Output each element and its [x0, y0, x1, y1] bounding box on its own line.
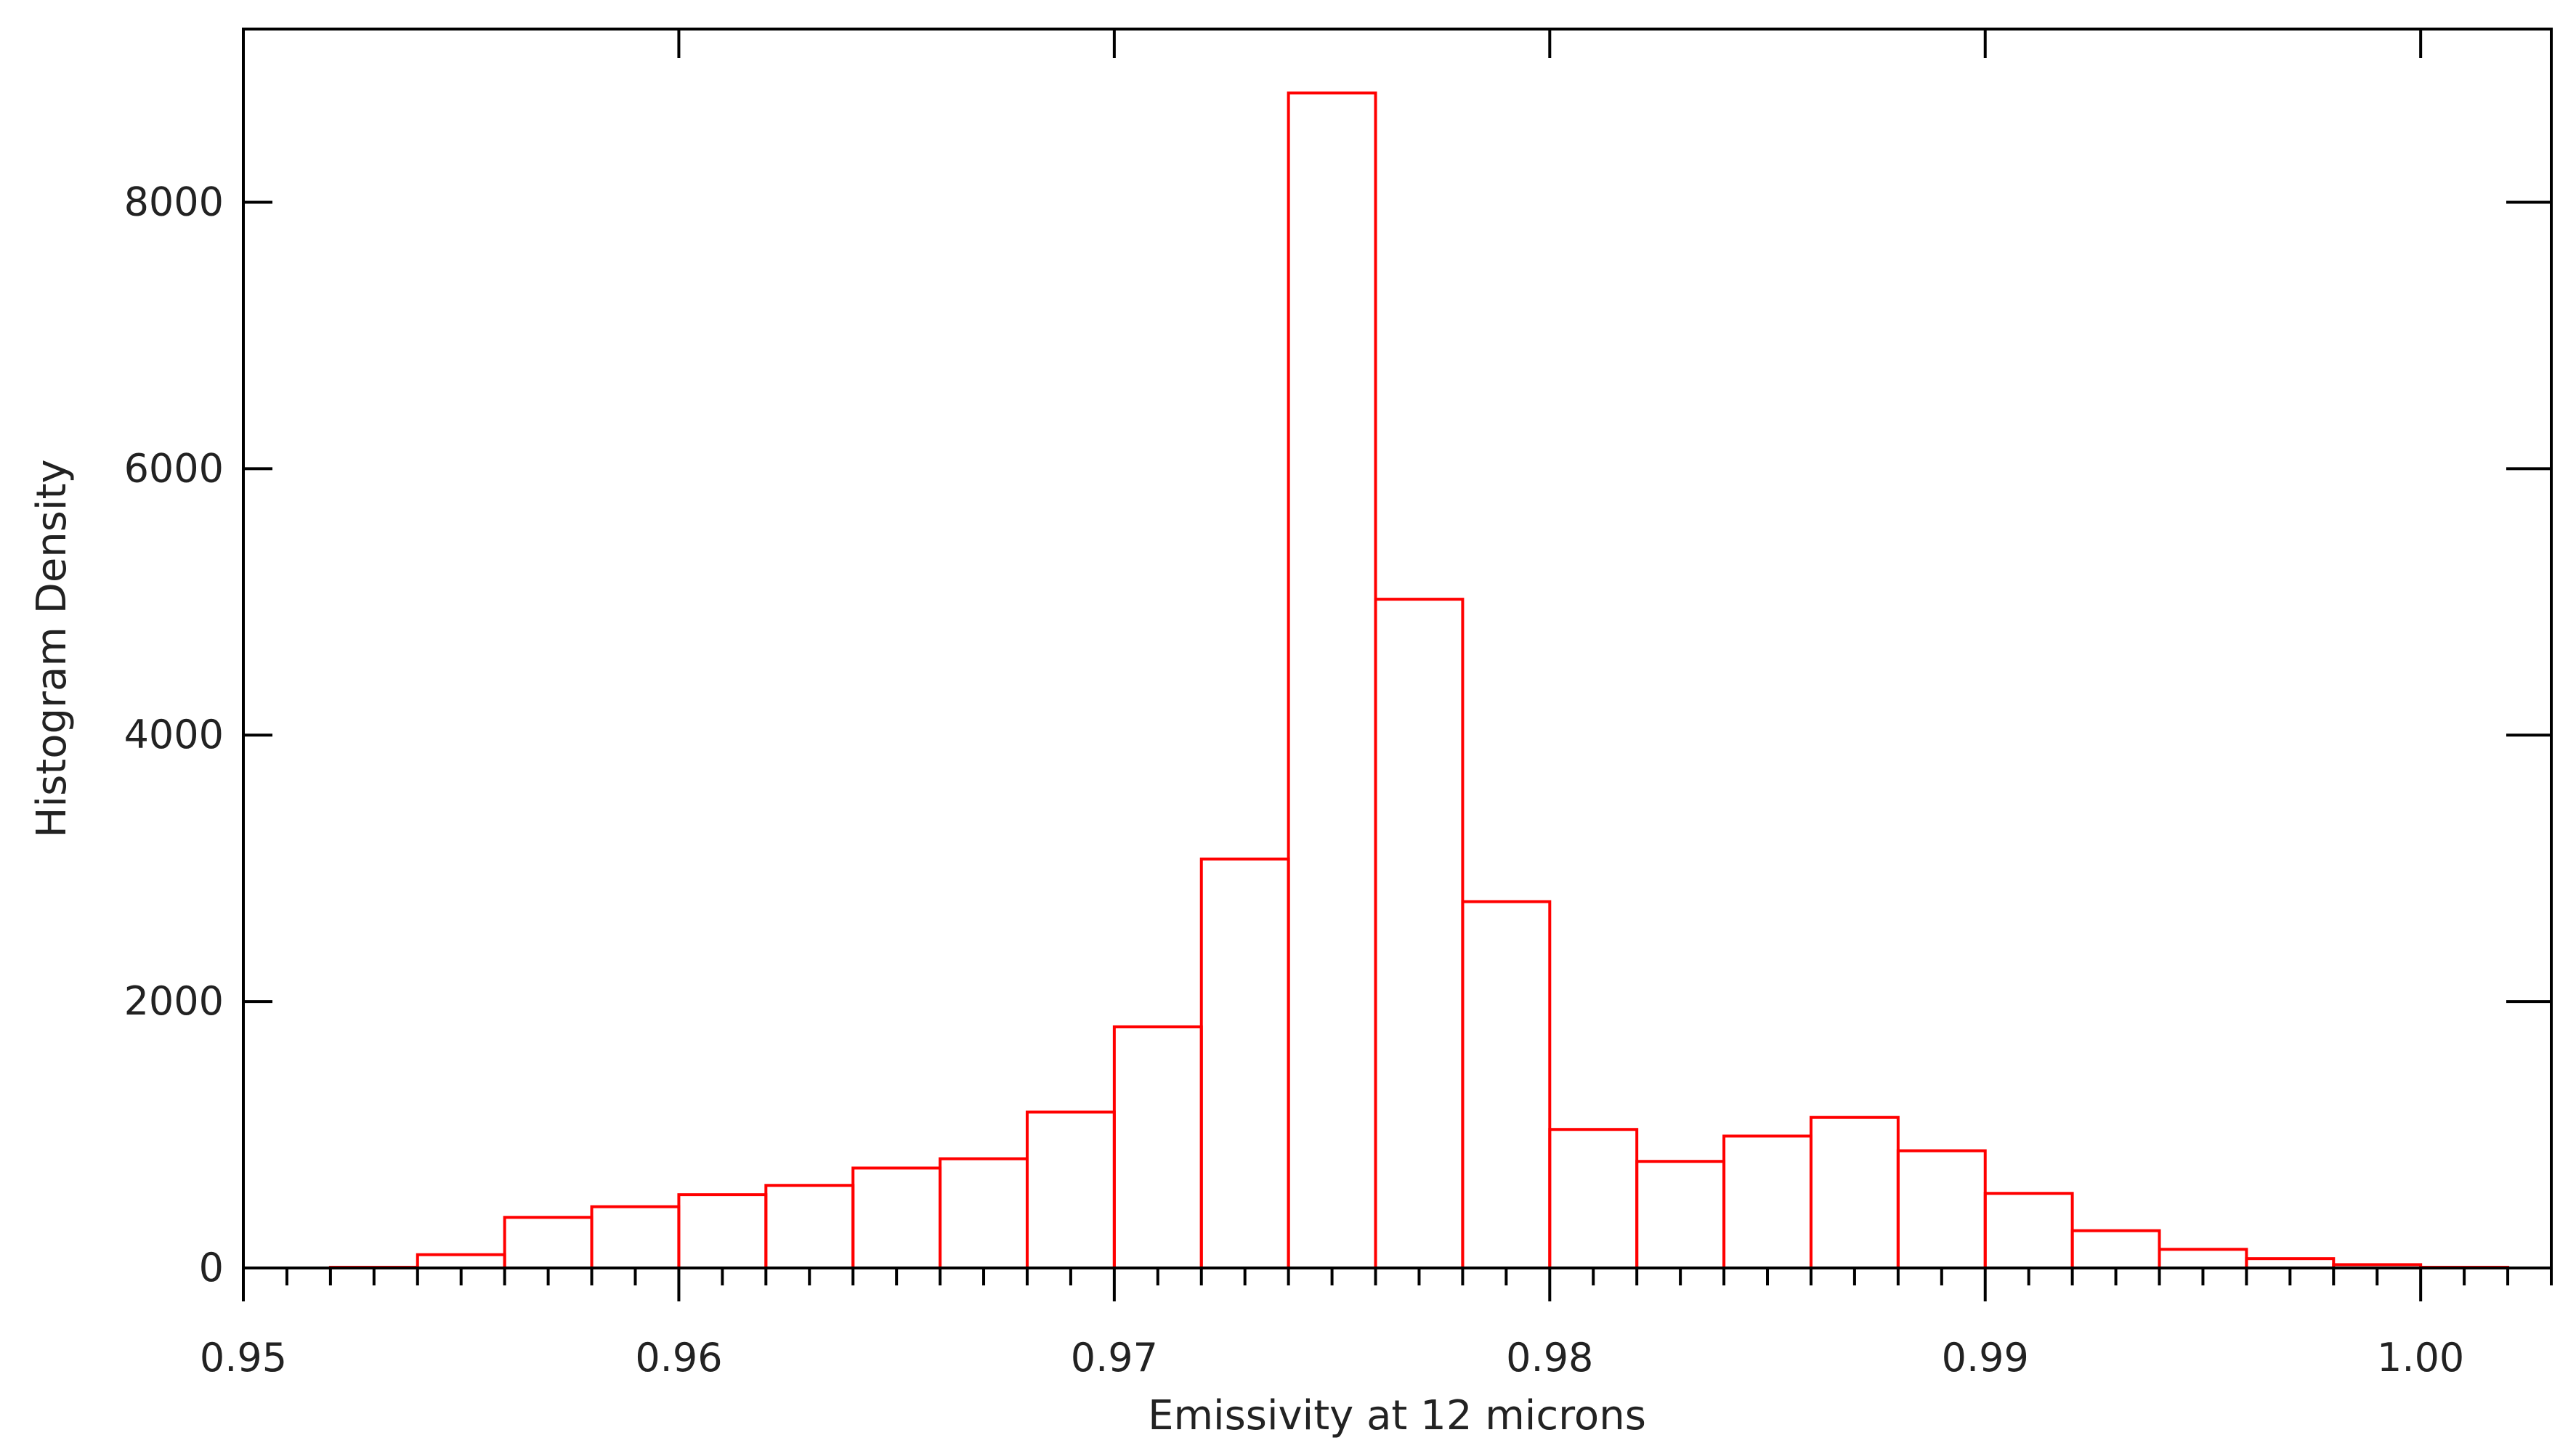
histogram-bar: [2070, 1229, 2161, 1270]
histogram-bar: [1983, 1192, 2074, 1269]
plot-frame: [242, 28, 2553, 1269]
histogram-bar: [1199, 857, 1290, 1269]
histogram-bar: [1374, 598, 1465, 1269]
y-tick-label: 0: [199, 1245, 224, 1290]
bars-layer: [328, 92, 2510, 1270]
histogram-bar: [851, 1166, 942, 1269]
y-axis-title: Histogram Density: [28, 459, 76, 837]
x-axis-title: Emissivity at 12 microns: [1148, 1392, 1646, 1439]
histogram-bar: [677, 1193, 768, 1270]
histogram-bar: [939, 1157, 1029, 1269]
ticks-layer: [242, 29, 2553, 1301]
y-tick-label: 2000: [124, 978, 224, 1024]
y-tick-label: 8000: [124, 179, 224, 224]
y-tick-label: 4000: [124, 712, 224, 757]
histogram-bar: [1548, 1128, 1639, 1270]
x-tick-label: 0.98: [1506, 1335, 1593, 1381]
histogram-bar: [1635, 1160, 1726, 1269]
x-tick-label: 0.95: [200, 1335, 287, 1381]
y-tick-label: 6000: [124, 445, 224, 491]
histogram-bar: [503, 1216, 594, 1270]
x-tick-label: 0.99: [1942, 1335, 2029, 1381]
histogram-bar: [1461, 900, 1552, 1269]
histogram-bar: [1287, 92, 1377, 1269]
x-tick-label: 0.96: [635, 1335, 722, 1381]
histogram-bar: [1722, 1134, 1812, 1269]
histogram-bar: [1025, 1110, 1116, 1269]
histogram-bar: [416, 1253, 506, 1269]
histogram-bar: [1112, 1025, 1203, 1269]
histogram-bar: [1809, 1115, 1900, 1269]
histogram-bar: [590, 1205, 681, 1269]
x-tick-label: 1.00: [2377, 1335, 2464, 1381]
labels-layer: 0.95 0.96 0.97 0.98 0.99 1.00 0 2000 4000 6000 800…: [124, 179, 2465, 1381]
histogram-bar: [764, 1184, 855, 1270]
histogram-bar: [2158, 1248, 2248, 1269]
x-tick-label: 0.97: [1071, 1335, 1158, 1381]
histogram-bar: [1896, 1149, 1987, 1269]
